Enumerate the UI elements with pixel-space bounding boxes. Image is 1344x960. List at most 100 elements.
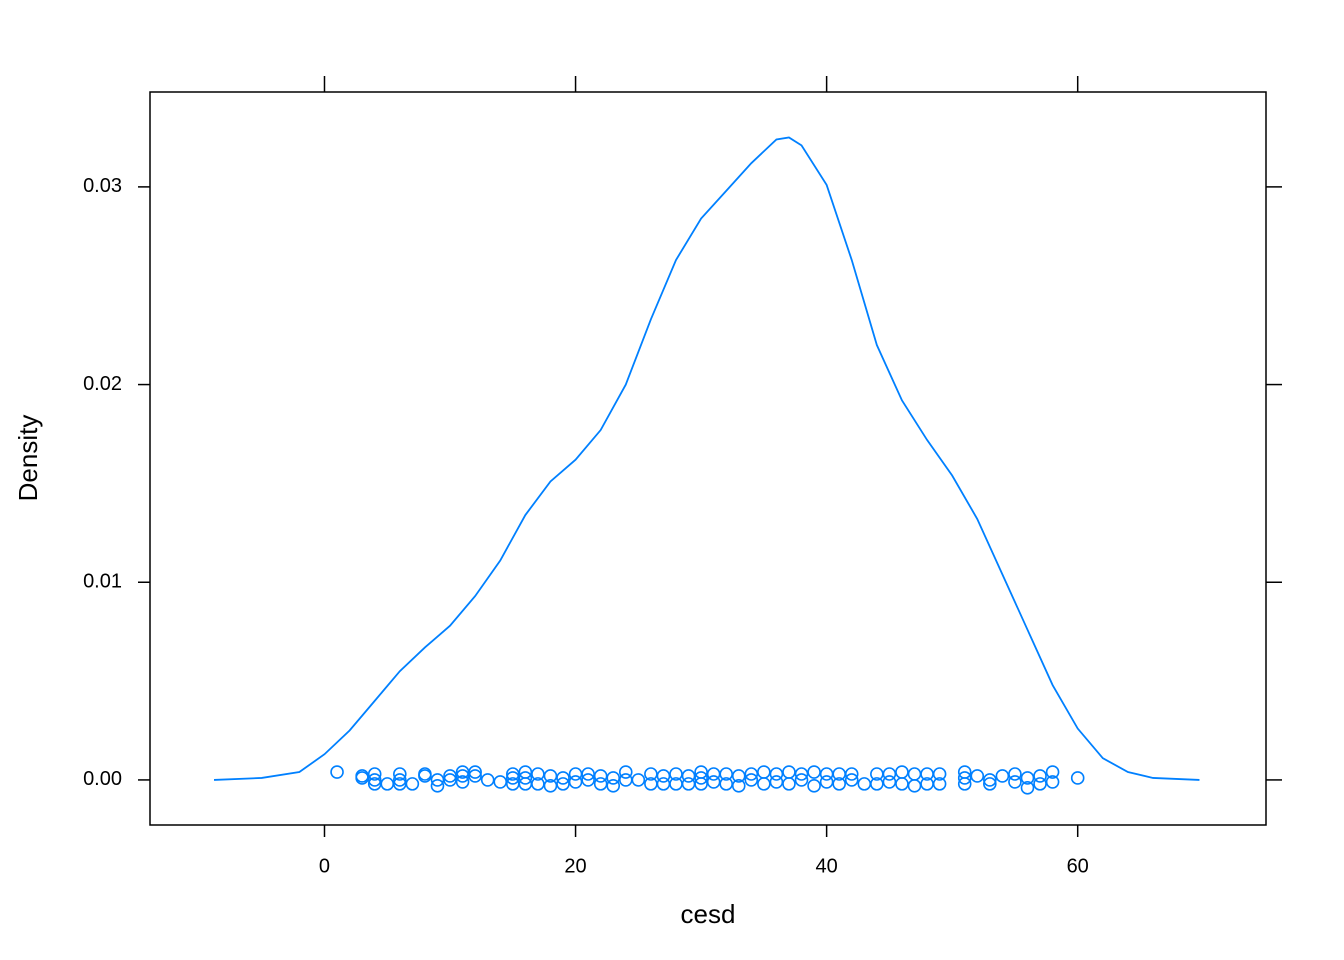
data-point [656, 769, 671, 783]
data-point [618, 773, 633, 787]
x-tick-label: 0 [319, 855, 330, 877]
data-point [807, 765, 821, 779]
data-point [844, 767, 859, 781]
data-point [744, 773, 759, 787]
data-point [556, 771, 570, 785]
data-point [706, 775, 721, 789]
x-tick-label: 40 [816, 855, 838, 877]
data-point [543, 779, 558, 793]
data-point [367, 767, 382, 781]
data-point [468, 769, 482, 783]
x-tick-label: 60 [1067, 855, 1089, 877]
data-point [1008, 775, 1022, 789]
data-point [832, 777, 846, 791]
data-point [882, 775, 897, 789]
data-point [1045, 775, 1060, 789]
data-point [644, 767, 658, 781]
data-point [719, 777, 734, 791]
data-point [606, 779, 621, 793]
y-tick-label: 0.00 [83, 768, 122, 790]
data-point [468, 765, 482, 779]
data-point [568, 775, 583, 789]
data-point [1020, 781, 1035, 795]
data-point [694, 777, 708, 791]
data-point [455, 775, 470, 789]
y-tick-label: 0.03 [83, 175, 122, 197]
data-point [556, 777, 570, 791]
data-point [983, 777, 997, 791]
panel-border [149, 91, 1267, 826]
data-point [430, 779, 445, 793]
data-point [983, 773, 997, 787]
data-point [731, 779, 746, 793]
data-point [618, 765, 633, 779]
x-tick-label: 20 [564, 855, 586, 877]
data-point [794, 767, 809, 781]
x-axis-title: cesd [681, 899, 736, 929]
data-point [443, 773, 457, 787]
data-point [593, 769, 608, 783]
data-point [895, 777, 909, 791]
data-point [493, 775, 508, 789]
data-point [1033, 777, 1047, 791]
data-point [970, 769, 985, 783]
data-point [757, 765, 771, 779]
data-point [393, 773, 407, 787]
data-point [807, 779, 821, 793]
data-point [1020, 771, 1035, 785]
data-point [380, 777, 395, 791]
data-point [681, 777, 696, 791]
data-point [782, 777, 796, 791]
data-point [543, 769, 558, 783]
data-point [782, 765, 796, 779]
data-point [355, 771, 369, 785]
data-point [606, 771, 621, 785]
data-point [895, 765, 909, 779]
data-point [669, 767, 683, 781]
data-point [581, 773, 595, 787]
data-point [1033, 769, 1047, 783]
data-point [957, 771, 972, 785]
data-point [995, 769, 1010, 783]
data-point [581, 767, 595, 781]
data-point [957, 777, 972, 791]
data-point [531, 767, 545, 781]
data-point [907, 779, 922, 793]
data-point [844, 773, 859, 787]
data-point [794, 773, 809, 787]
data-point [480, 773, 495, 787]
data-point [932, 767, 947, 781]
data-point [518, 771, 533, 785]
data-point [719, 767, 734, 781]
data-point [882, 767, 897, 781]
data-point [694, 771, 708, 785]
data-point [731, 769, 746, 783]
data-point [870, 777, 884, 791]
data-point [405, 777, 420, 791]
data-point [681, 769, 696, 783]
data-point [505, 767, 520, 781]
density-curve [213, 136, 1200, 781]
data-point [631, 773, 646, 787]
data-point [757, 777, 771, 791]
data-point [769, 767, 784, 781]
data-point [907, 767, 922, 781]
data-point [1045, 765, 1060, 779]
data-point [819, 775, 834, 789]
data-point [593, 777, 608, 791]
data-point [367, 773, 382, 787]
data-point [531, 777, 545, 791]
y-tick-label: 0.02 [83, 373, 122, 395]
y-axis-title: Density [13, 415, 43, 502]
data-point [656, 777, 671, 791]
data-point [393, 767, 407, 781]
data-point [1008, 767, 1022, 781]
data-point [744, 767, 759, 781]
data-point [1070, 771, 1085, 785]
data-point [418, 769, 432, 783]
data-point [857, 777, 872, 791]
data-point [330, 765, 344, 779]
data-point [932, 777, 947, 791]
data-point [769, 775, 784, 789]
